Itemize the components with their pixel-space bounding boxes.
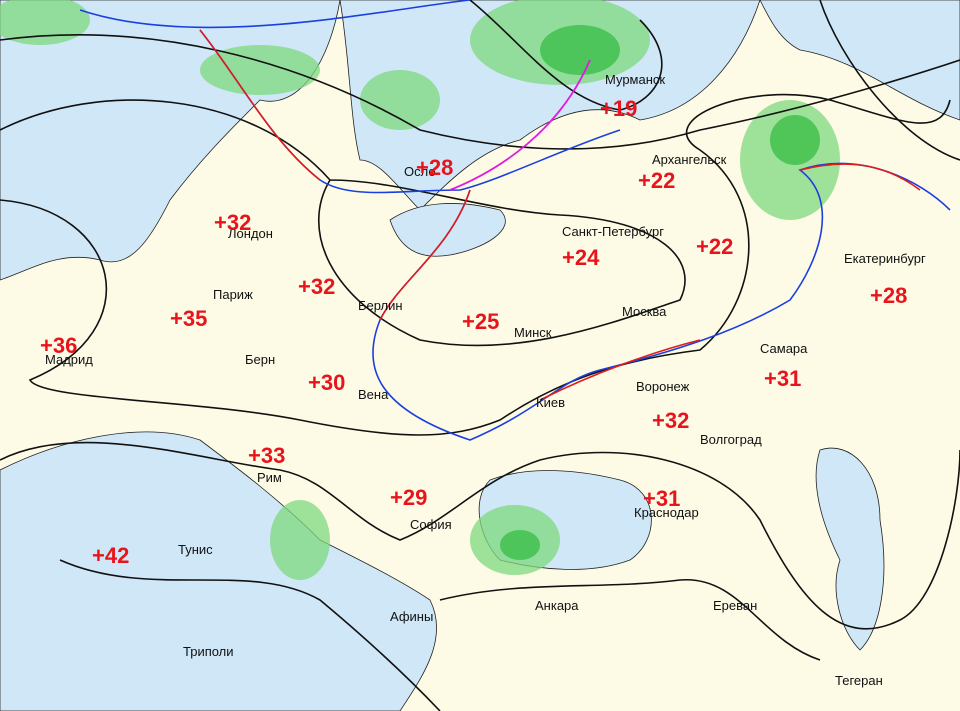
city-label: Берлин [358, 298, 403, 313]
city-label: Рим [257, 470, 282, 485]
city-label: София [410, 517, 452, 532]
city-label: Москва [622, 304, 667, 319]
temperature: +32 [652, 408, 689, 433]
city-label: Берн [245, 352, 275, 367]
city-label: Краснодар [634, 505, 699, 520]
city-label: Архангельск [652, 152, 727, 167]
fronts [79, 0, 951, 441]
temperature: +32 [298, 274, 335, 299]
temperature: +35 [170, 306, 207, 331]
city-label: Вена [358, 387, 389, 402]
temperature: +24 [562, 245, 600, 270]
city-label: Ереван [713, 598, 757, 613]
temperature: +28 [416, 155, 453, 180]
labels: Мурманск Архангельск Осло Санкт-Петербург Ло… [40, 72, 926, 688]
temperature: +25 [462, 309, 499, 334]
city-label: Санкт-Петербург [562, 224, 664, 239]
city-label: Самара [760, 341, 808, 356]
temperature: +42 [92, 543, 129, 568]
temperature: +31 [764, 366, 801, 391]
temperature: +28 [870, 283, 907, 308]
city-label: Лондон [228, 226, 273, 241]
city-label: Анкара [535, 598, 579, 613]
temperature: +29 [390, 485, 427, 510]
precipitation [0, 0, 840, 580]
temperature: +31 [643, 486, 680, 511]
city-label: Волгоград [700, 432, 762, 447]
temperature: +32 [214, 210, 251, 235]
city-label: Триполи [183, 644, 234, 659]
city-label: Осло [404, 164, 436, 179]
city-label: Мурманск [605, 72, 665, 87]
temperature: +30 [308, 370, 345, 395]
city-label: Тегеран [835, 673, 883, 688]
city-label: Киев [536, 395, 565, 410]
city-label: Тунис [178, 542, 213, 557]
city-label: Афины [390, 609, 433, 624]
temperature: +33 [248, 443, 285, 468]
city-label: Екатеринбург [844, 251, 926, 266]
temperature: +19 [600, 96, 637, 121]
temperature: +22 [696, 234, 733, 259]
temperature: +36 [40, 333, 77, 358]
city-label: Мадрид [45, 352, 93, 367]
city-label: Воронеж [636, 379, 690, 394]
city-label: Минск [514, 325, 552, 340]
temperature: +22 [638, 168, 675, 193]
city-label: Париж [213, 287, 253, 302]
